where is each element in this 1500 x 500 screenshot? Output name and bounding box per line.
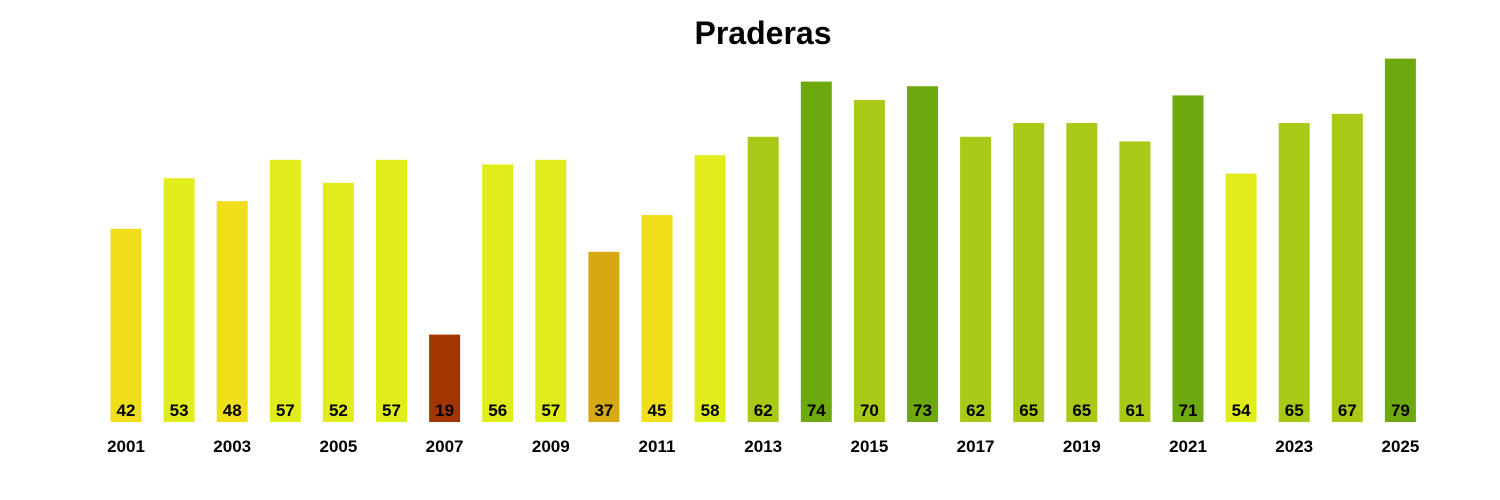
value-label-2008: 56 [488, 401, 507, 420]
value-label-2005: 52 [329, 401, 348, 420]
bars-group [110, 58, 1416, 423]
chart-title: Praderas [695, 15, 832, 51]
x-tick-label-2025: 2025 [1381, 437, 1419, 456]
value-label-2014: 74 [807, 401, 826, 420]
x-tick-label-2019: 2019 [1063, 437, 1101, 456]
value-label-2012: 58 [701, 401, 720, 420]
x-tick-label-2023: 2023 [1275, 437, 1313, 456]
x-tick-label-2013: 2013 [744, 437, 782, 456]
value-label-2011: 45 [648, 401, 667, 420]
bar-2008 [482, 164, 514, 422]
value-label-2004: 57 [276, 401, 295, 420]
value-label-2003: 48 [223, 401, 242, 420]
x-tick-label-2021: 2021 [1169, 437, 1207, 456]
x-tick-label-2007: 2007 [426, 437, 464, 456]
x-tick-label-2009: 2009 [532, 437, 570, 456]
x-tick-label-2011: 2011 [639, 437, 676, 456]
x-axis-ticks: 2001 2003 2005 2007 2009 2011 2013 2015 2017 2019… [107, 437, 1419, 456]
value-label-2016: 73 [913, 401, 932, 420]
bar-2007 [429, 334, 461, 422]
value-label-2017: 62 [966, 401, 985, 420]
x-tick-label-2005: 2005 [319, 437, 357, 456]
bar-2023 [1278, 123, 1310, 422]
value-label-2007: 19 [435, 401, 454, 420]
bar-2005 [322, 182, 354, 422]
bar-2019 [1066, 123, 1098, 422]
bar-2025 [1384, 58, 1416, 422]
value-labels-group: 42 53 48 57 52 57 19 56 57 37 45 58 62 74 70 73 62 65 65 61… [117, 401, 1410, 420]
value-label-2024: 67 [1338, 401, 1357, 420]
bar-2014 [800, 81, 832, 422]
bar-2013 [747, 136, 779, 423]
bar-2020 [1119, 141, 1151, 422]
value-label-2013: 62 [754, 401, 773, 420]
x-tick-label-2003: 2003 [213, 437, 251, 456]
x-tick-label-2015: 2015 [850, 437, 888, 456]
bar-2012 [694, 155, 726, 422]
bar-2022 [1225, 173, 1257, 422]
value-label-2021: 71 [1179, 401, 1198, 420]
bar-2016 [907, 86, 938, 422]
value-label-2001: 42 [117, 401, 136, 420]
bar-2001 [110, 228, 142, 422]
bar-2011 [641, 215, 673, 422]
bar-2021 [1172, 95, 1204, 423]
bar-2010 [588, 251, 620, 422]
value-label-2023: 65 [1285, 401, 1304, 420]
x-tick-label-2017: 2017 [957, 437, 995, 456]
value-label-2018: 65 [1019, 401, 1038, 420]
bar-2003 [216, 201, 248, 422]
bar-2009 [535, 159, 567, 423]
x-tick-label-2001: 2001 [107, 437, 145, 456]
value-label-2015: 70 [860, 401, 879, 420]
value-label-2006: 57 [382, 401, 401, 420]
value-label-2002: 53 [170, 401, 189, 420]
value-label-2009: 57 [541, 401, 560, 420]
bar-2002 [163, 178, 195, 422]
bar-2006 [376, 159, 407, 423]
bar-2017 [960, 136, 992, 423]
value-label-2025: 79 [1391, 401, 1410, 420]
value-label-2010: 37 [594, 401, 613, 420]
value-label-2020: 61 [1125, 401, 1144, 420]
bar-2024 [1331, 113, 1363, 423]
bar-2018 [1013, 123, 1045, 422]
value-label-2019: 65 [1072, 401, 1091, 420]
value-label-2022: 54 [1232, 401, 1251, 420]
bar-2004 [269, 159, 301, 423]
bar-2015 [853, 100, 885, 422]
